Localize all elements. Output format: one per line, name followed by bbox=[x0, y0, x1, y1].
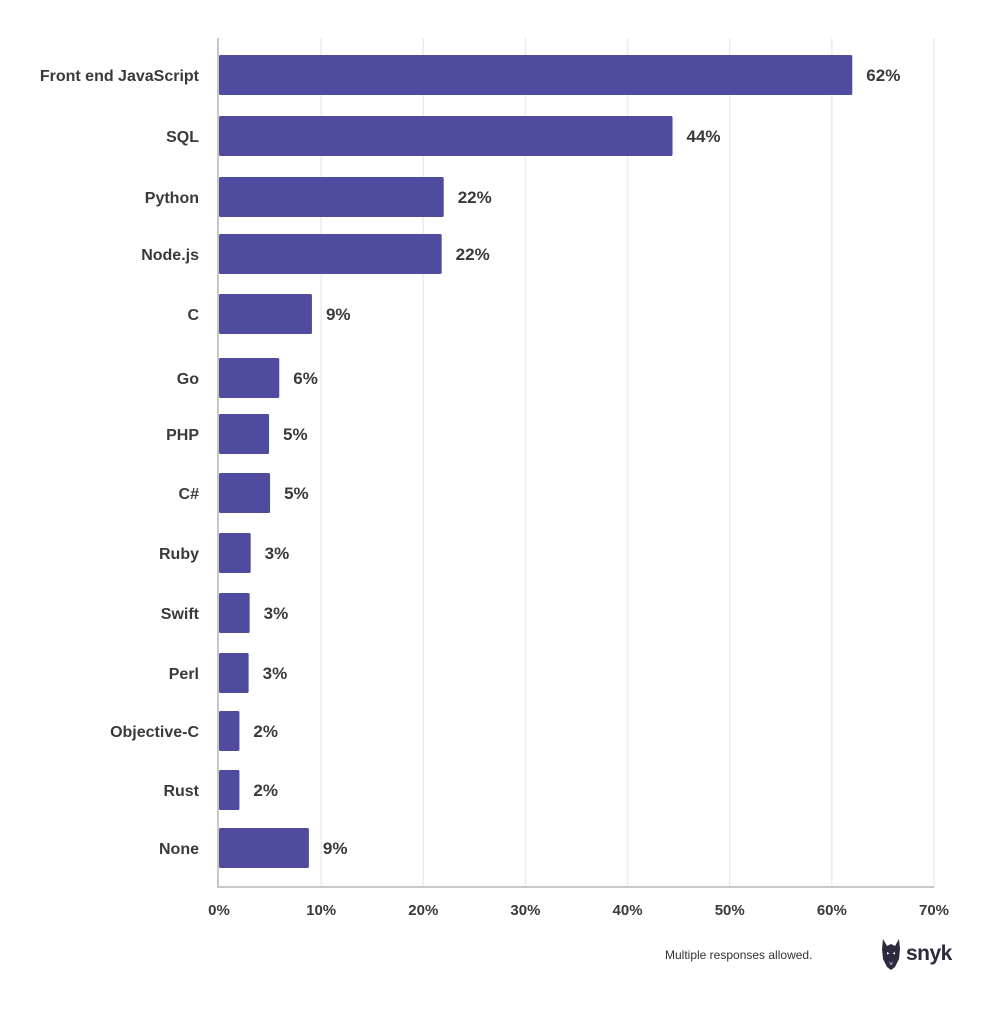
x-tick-label: 70% bbox=[919, 902, 949, 919]
value-label: 5% bbox=[284, 484, 309, 503]
category-label: C bbox=[187, 307, 199, 324]
bar bbox=[219, 711, 240, 751]
x-tick-label: 0% bbox=[208, 902, 230, 919]
gridlines bbox=[320, 38, 935, 887]
value-label: 44% bbox=[687, 127, 721, 146]
category-label: Front end JavaScript bbox=[40, 68, 200, 85]
brand-name: snyk bbox=[906, 942, 952, 965]
category-label: Ruby bbox=[159, 546, 199, 563]
x-tick-label: 50% bbox=[715, 902, 745, 919]
category-label: Node.js bbox=[141, 247, 199, 264]
x-tick-labels: 0% 10% 20% 30% 40% 50% 60% 70% bbox=[208, 902, 949, 919]
value-label: 3% bbox=[265, 544, 290, 563]
value-label: 3% bbox=[264, 604, 289, 623]
bar bbox=[219, 294, 312, 334]
bar bbox=[219, 55, 853, 95]
category-label: Perl bbox=[169, 666, 199, 683]
x-tick-label: 10% bbox=[306, 902, 336, 919]
category-label: C# bbox=[179, 486, 200, 503]
value-label: 6% bbox=[293, 369, 318, 388]
bar bbox=[219, 358, 280, 398]
bar bbox=[219, 593, 250, 633]
value-label: 22% bbox=[458, 188, 492, 207]
bar bbox=[219, 116, 673, 156]
bar bbox=[219, 234, 442, 274]
value-label: 3% bbox=[263, 664, 288, 683]
value-label: 5% bbox=[283, 425, 308, 444]
value-label: 9% bbox=[326, 305, 351, 324]
category-label: Swift bbox=[161, 606, 200, 623]
bar bbox=[219, 533, 251, 573]
axes bbox=[217, 38, 934, 888]
value-label: 9% bbox=[323, 839, 348, 858]
x-tick-label: 20% bbox=[408, 902, 438, 919]
category-label: PHP bbox=[166, 427, 199, 444]
category-label: Objective-C bbox=[110, 724, 199, 741]
value-label: 62% bbox=[866, 66, 900, 85]
value-label: 22% bbox=[456, 245, 490, 264]
brand-logo: snyk bbox=[880, 936, 952, 972]
value-label: 2% bbox=[253, 781, 278, 800]
x-tick-label: 30% bbox=[510, 902, 540, 919]
category-label: Python bbox=[145, 190, 199, 207]
bar bbox=[219, 473, 271, 513]
footnote: Multiple responses allowed. bbox=[665, 948, 813, 962]
value-label: 2% bbox=[253, 722, 278, 741]
category-label: Rust bbox=[163, 783, 199, 800]
bar bbox=[219, 177, 444, 217]
bars bbox=[219, 55, 853, 868]
category-labels: Front end JavaScript SQL Python Node.js C Go P… bbox=[40, 68, 200, 858]
bar bbox=[219, 414, 270, 454]
bar bbox=[219, 770, 240, 810]
category-label: None bbox=[159, 841, 199, 858]
x-tick-label: 60% bbox=[817, 902, 847, 919]
bar bbox=[219, 653, 249, 693]
category-label: SQL bbox=[166, 129, 199, 146]
category-label: Go bbox=[177, 371, 199, 388]
value-labels: 62% 44% 22% 22% 9% 6% 5% 5% 3% 3% 3% 2% 2% 9% bbox=[253, 66, 900, 858]
bar-chart: Front end JavaScript SQL Python Node.js C Go P… bbox=[40, 38, 949, 919]
bar bbox=[219, 828, 309, 868]
x-tick-label: 40% bbox=[613, 902, 643, 919]
snyk-doberman-icon bbox=[882, 939, 900, 970]
